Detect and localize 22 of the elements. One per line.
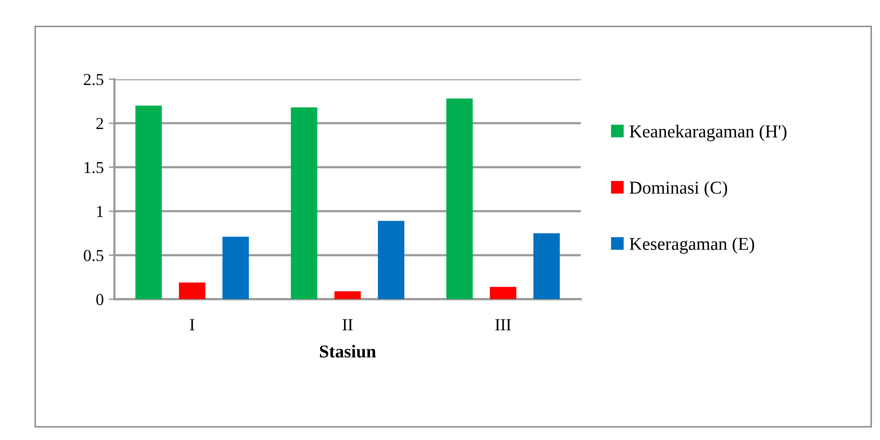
y-tick-label: 1 [97, 206, 103, 217]
x-tick-label: I [190, 319, 194, 330]
bar [533, 233, 560, 300]
legend-label: Keseragaman (E) [630, 237, 754, 254]
legend-label: Dominasi (C) [630, 181, 728, 198]
bar [446, 98, 473, 300]
x-tick-label: III [495, 319, 511, 330]
y-tick-label: 0.5 [84, 250, 104, 262]
y-tick-label: 2.5 [84, 74, 104, 86]
bar [178, 282, 206, 300]
y-tick-label: 1.5 [84, 162, 104, 174]
y-tick-label: 0 [96, 294, 104, 306]
bar [290, 107, 318, 300]
bar [334, 291, 361, 300]
bar [135, 106, 162, 300]
x-tick-label: II [342, 319, 353, 330]
bar [222, 236, 249, 300]
bar [490, 286, 516, 300]
legend-label: Keanekaragaman (H') [630, 124, 786, 142]
y-tick-label: 2 [96, 118, 104, 129]
bar [378, 220, 404, 300]
x-axis-title: Stasiun [320, 344, 376, 358]
